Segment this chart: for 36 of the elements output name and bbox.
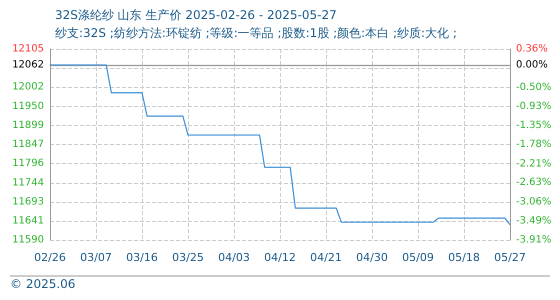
- y-tick-label: 11641: [12, 216, 44, 227]
- y-tick-label: 11847: [12, 139, 44, 150]
- y2-tick-label: -1.78%: [516, 139, 552, 150]
- y-tick-label: 11796: [12, 158, 44, 170]
- y-tick-label: 11950: [12, 100, 44, 112]
- y-tick-label: 12002: [12, 82, 44, 93]
- chart-title: 32S涤纶纱 山东 生产价 2025-02-26 - 2025-05-27: [55, 8, 337, 22]
- y2-tick-label: -3.49%: [516, 216, 552, 227]
- x-tick-label: 04/30: [356, 251, 388, 264]
- x-tick-label: 03/07: [80, 251, 112, 264]
- y-tick-label: 11590: [12, 234, 44, 246]
- y2-tick-label: -0.93%: [516, 101, 552, 112]
- y-tick-label: 12105: [12, 44, 44, 54]
- y2-tick-label: -1.35%: [516, 120, 552, 131]
- y2-tick-label: -3.91%: [516, 234, 552, 246]
- x-tick-label: 04/21: [310, 251, 342, 264]
- y-tick-label: 11899: [12, 120, 44, 131]
- x-tick-label: 03/16: [126, 251, 158, 264]
- x-tick-label: 03/25: [172, 251, 204, 264]
- x-tick-label: 02/26: [34, 251, 66, 264]
- y2-tick-label: -3.06%: [516, 196, 552, 208]
- y-tick-label: 12062: [12, 59, 44, 70]
- y2-tick-label: -0.50%: [516, 82, 552, 93]
- x-tick-label: 04/12: [264, 251, 296, 264]
- y-tick-label: 11744: [12, 177, 44, 188]
- x-tick-label: 05/18: [448, 251, 480, 264]
- y-tick-label: 11693: [12, 196, 44, 208]
- text: © 2025.06: [10, 277, 76, 291]
- y2-tick-label: -2.21%: [516, 158, 552, 170]
- y2-tick-label: 0.36%: [516, 44, 548, 54]
- y2-tick-label: -2.63%: [516, 177, 552, 188]
- x-tick-label: 05/27: [494, 251, 526, 264]
- chart-subtitle: 纱支:32S ;纺纱方法:环锭纺 ;等级:一等品 ;股数:1股 ;颜色:本白 ;纱质:大化 ;: [55, 26, 457, 40]
- y2-tick-label: 0.00%: [516, 60, 548, 71]
- x-tick-label: 04/03: [218, 251, 250, 264]
- x-tick-label: 05/09: [402, 251, 434, 264]
